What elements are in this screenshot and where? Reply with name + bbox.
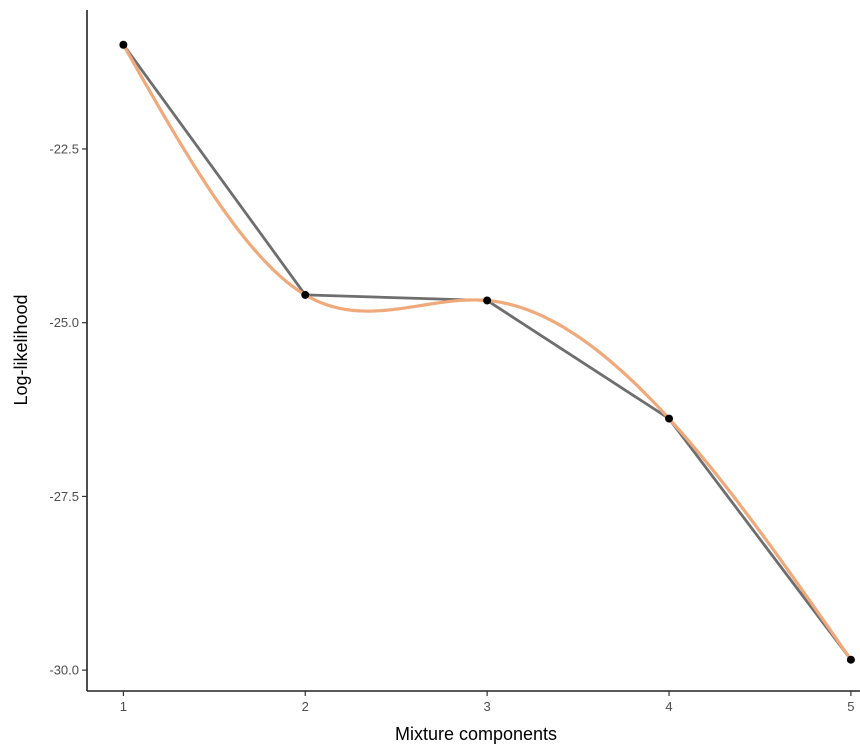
data-point xyxy=(846,655,855,664)
y-axis-title: Log-likelihood xyxy=(11,294,31,405)
data-point xyxy=(119,40,128,49)
series-line-smooth xyxy=(121,43,853,662)
x-tick-label: 2 xyxy=(302,699,309,714)
y-tick-label: -25.0 xyxy=(49,315,79,330)
plot-area: -22.5 -25.0 -27.5 -30.0 1 2 3 4 5 xyxy=(49,10,860,714)
data-points xyxy=(119,40,855,664)
data-point xyxy=(483,296,492,305)
data-point xyxy=(301,290,310,299)
y-tick-label: -22.5 xyxy=(49,141,79,156)
x-axis-ticks: 1 2 3 4 5 xyxy=(120,691,855,714)
y-tick-label: -27.5 xyxy=(49,489,79,504)
x-tick-label: 5 xyxy=(847,699,854,714)
x-axis-title: Mixture components xyxy=(395,724,557,744)
series-line-straight xyxy=(121,43,853,662)
y-axis-ticks: -22.5 -25.0 -27.5 -30.0 xyxy=(49,141,87,678)
x-tick-label: 4 xyxy=(665,699,672,714)
x-tick-label: 1 xyxy=(120,699,127,714)
x-tick-label: 3 xyxy=(484,699,491,714)
data-point xyxy=(665,414,674,423)
y-tick-label: -30.0 xyxy=(49,663,79,678)
